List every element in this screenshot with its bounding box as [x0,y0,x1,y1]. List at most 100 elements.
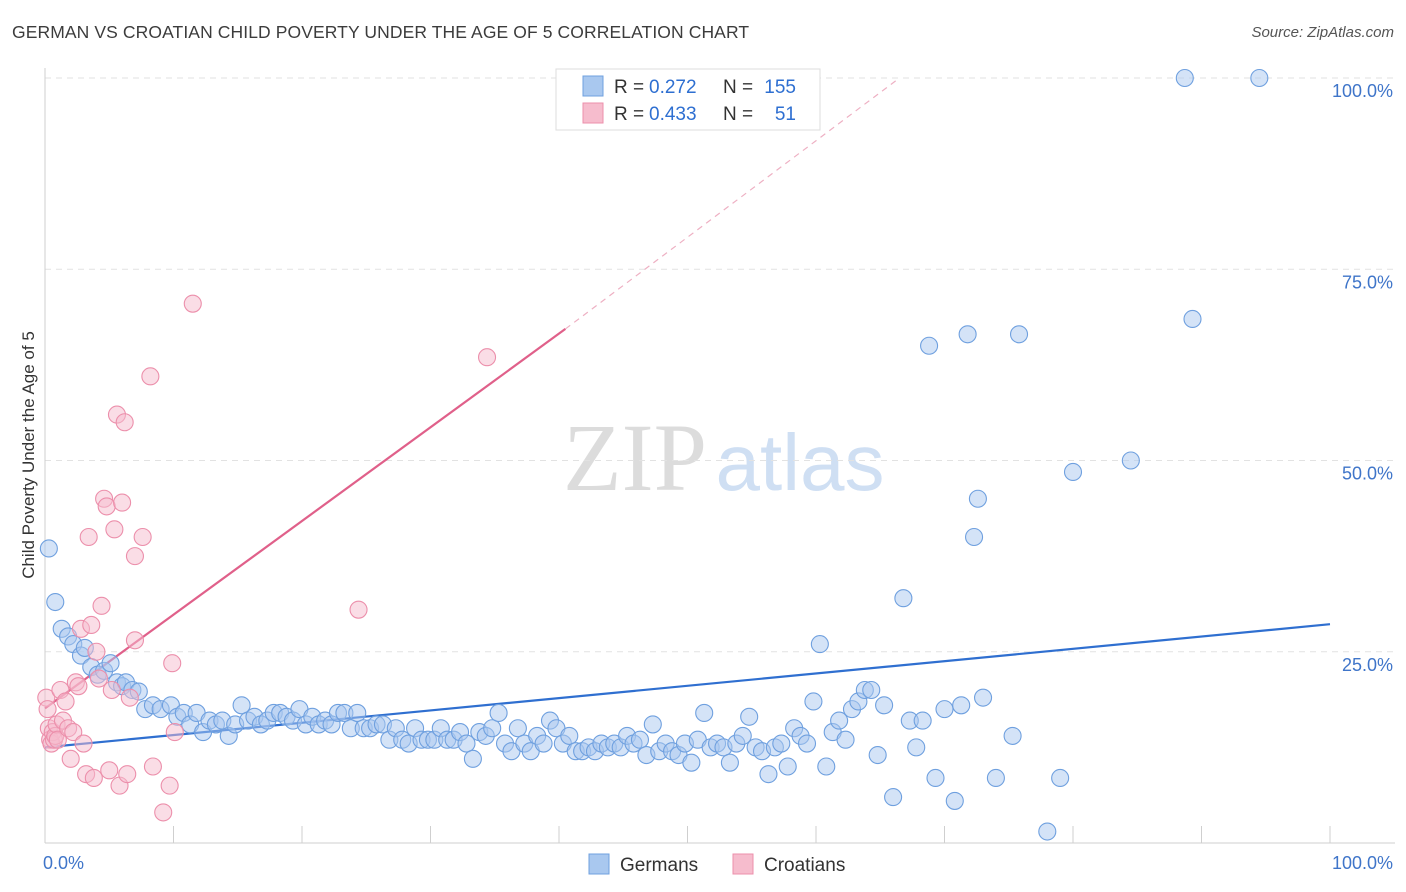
point-croatians [64,723,83,742]
point-germans [894,589,913,608]
point-croatians [82,615,101,635]
legend-n-label: N = [723,77,753,98]
point-germans [1051,768,1070,788]
data-points [37,68,1269,841]
x-tick-label: 0.0% [43,853,84,873]
point-germans [1038,822,1057,841]
legend-r-label: R = [614,77,644,98]
point-germans [720,753,739,772]
point-croatians [160,776,179,795]
point-croatians [100,761,119,780]
source-label: Source: ZipAtlas.com [1251,24,1394,41]
point-germans [778,757,797,776]
x-tick-label: 100.0% [1332,853,1393,873]
point-croatians [84,768,103,788]
point-germans [952,696,971,715]
point-germans [1121,451,1140,470]
point-germans [630,730,650,749]
y-tick-label: 25.0% [1342,655,1393,675]
point-germans [560,726,579,745]
legend-label-germans: Germans [620,855,698,876]
point-germans [986,768,1005,788]
series-germans [39,68,1269,841]
chart-title: GERMAN VS CROATIAN CHILD POVERTY UNDER T… [12,22,750,42]
point-croatians [97,497,116,516]
point-germans [1175,68,1194,88]
point-germans [695,703,714,723]
point-germans [46,592,65,612]
bottom-legend: Germans Croatians [588,853,845,876]
point-germans [772,734,791,753]
point-germans [1009,325,1029,344]
point-germans [830,711,849,730]
point-croatians [141,367,160,386]
point-croatians [56,692,75,711]
point-croatians [183,294,202,313]
series-croatians [37,294,497,822]
point-germans [1003,726,1022,745]
point-croatians [154,803,173,822]
point-germans [39,539,58,558]
y-axis-title: Child Poverty Under the Age of 5 [19,331,38,579]
point-germans [489,703,508,723]
point-croatians [74,734,93,753]
point-croatians [105,520,124,539]
point-croatians [102,680,121,700]
point-croatians [165,723,184,742]
point-germans [348,703,367,723]
point-germans [1063,462,1083,482]
point-germans [907,738,926,757]
legend-r-value: 0.433 [649,104,697,125]
point-germans [1250,68,1269,88]
point-germans [810,635,829,654]
point-germans [913,711,932,730]
tick-labels: 25.0% 50.0% 75.0% 100.0% 0.0% 100.0% [43,81,1393,873]
point-croatians [92,596,111,615]
point-germans [759,765,778,784]
point-germans [968,489,987,508]
point-germans [935,700,954,719]
watermark-atlas: atlas [716,418,885,507]
point-croatians [349,600,368,619]
point-germans [884,788,903,807]
point-croatians [118,765,137,784]
point-croatians [113,493,132,512]
legend-label-croatians: Croatians [764,855,845,876]
legend-r-value: 0.272 [649,77,697,98]
point-germans [817,757,836,776]
point-croatians [120,688,139,707]
point-germans [463,749,482,768]
point-germans [1183,309,1202,329]
point-croatians [79,527,98,547]
point-germans [804,692,823,711]
point-croatians [89,669,109,688]
watermark-zip: ZIP [563,404,707,511]
point-croatians [125,631,144,650]
point-croatians [125,547,144,566]
point-croatians [133,527,152,547]
legend-n-value: 51 [775,104,796,125]
legend-n-label: N = [723,104,753,125]
point-germans [958,325,977,344]
point-germans [534,734,553,753]
legend-r-label: R = [614,104,644,125]
gridlines [45,77,1395,653]
legend-swatch-croatians [582,102,604,124]
legend-n-value: 155 [764,77,796,98]
point-croatians [38,700,57,719]
trend-line-croatians-extension [565,77,900,330]
y-tick-label: 50.0% [1342,464,1393,484]
point-croatians [477,348,497,367]
y-tick-label: 75.0% [1342,272,1393,292]
point-germans [740,707,759,726]
top-legend: R = 0.272 N = 155 R = 0.433 N = 51 [555,68,821,131]
legend-swatch-croatians [732,853,754,875]
point-germans [862,680,881,700]
point-croatians [69,677,88,696]
point-germans [868,745,887,765]
point-germans [101,654,120,673]
point-germans [643,715,662,734]
point-germans [965,527,984,547]
point-croatians [143,757,162,776]
